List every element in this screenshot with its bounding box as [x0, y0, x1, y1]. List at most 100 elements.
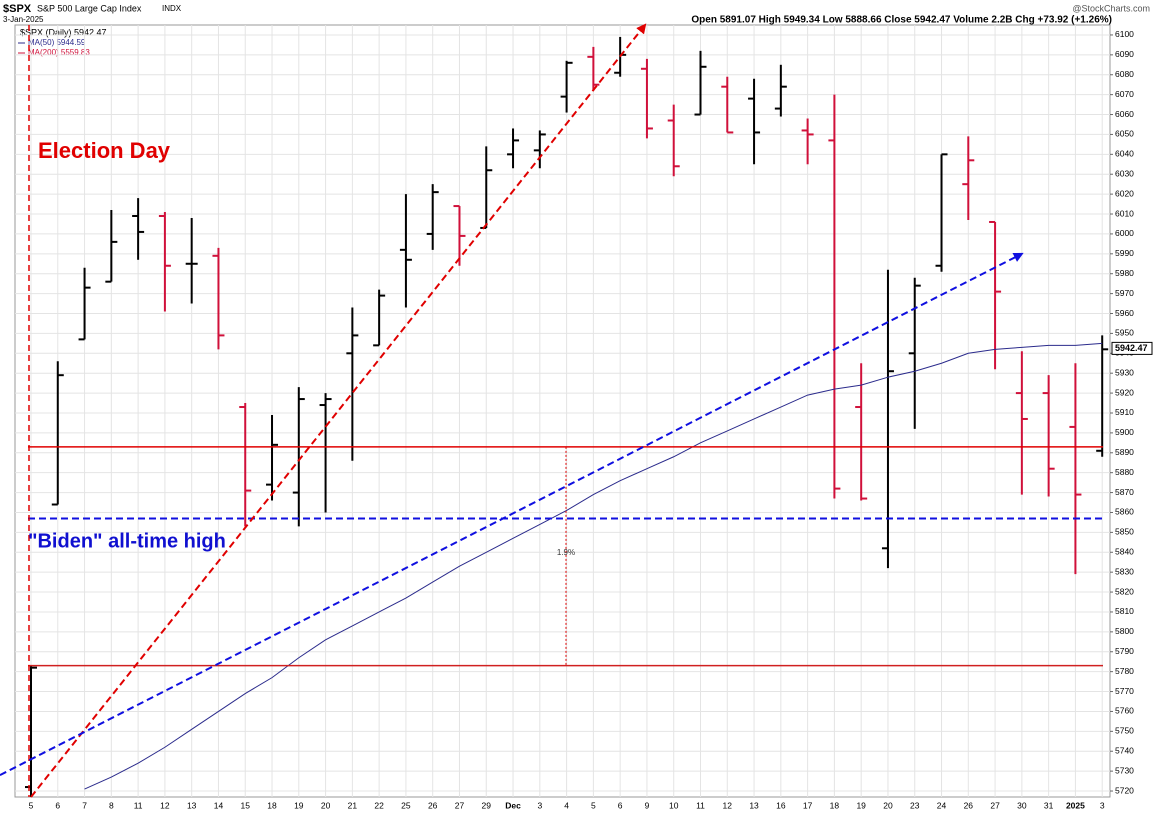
x-tick-label: Dec [505, 800, 521, 810]
y-tick-label: 6040 [1115, 149, 1134, 159]
x-tick-label: 13 [749, 800, 759, 810]
y-tick-label: 5990 [1115, 248, 1134, 258]
x-tick-label: 30 [1017, 800, 1027, 810]
x-tick-label: 5 [29, 800, 34, 810]
y-tick-label: 5780 [1115, 666, 1134, 676]
trendline [0, 252, 1024, 777]
annotation: Election Day [38, 138, 171, 163]
x-tick-label: 12 [160, 800, 170, 810]
last-price-label: 5942.47 [1115, 343, 1148, 353]
annotation: "Biden" all-time high [28, 530, 226, 552]
x-tick-label: 8 [109, 800, 114, 810]
y-tick-label: 6050 [1115, 129, 1134, 139]
y-tick-label: 5790 [1115, 646, 1134, 656]
legend-ma50: MA(50) 5944.59 [28, 38, 86, 47]
x-tick-label: 26 [964, 800, 974, 810]
x-tick-label: 27 [455, 800, 465, 810]
y-tick-label: 5720 [1115, 785, 1134, 795]
y-tick-label: 5740 [1115, 745, 1134, 755]
y-tick-label: 6020 [1115, 188, 1134, 198]
x-tick-label: 19 [294, 800, 304, 810]
x-tick-label: 7 [82, 800, 87, 810]
y-tick-label: 5900 [1115, 427, 1134, 437]
y-tick-label: 5810 [1115, 606, 1134, 616]
y-tick-label: 5920 [1115, 387, 1134, 397]
x-tick-label: 18 [267, 800, 277, 810]
x-tick-label: 16 [776, 800, 786, 810]
x-tick-label: 21 [348, 800, 358, 810]
y-tick-label: 5910 [1115, 407, 1134, 417]
x-tick-label: 14 [214, 800, 224, 810]
y-tick-label: 5970 [1115, 288, 1134, 298]
ma50-line [84, 342, 1103, 790]
x-tick-label: 17 [803, 800, 813, 810]
y-tick-label: 5800 [1115, 626, 1134, 636]
legend-ma200: MA(200) 5559.83 [28, 48, 90, 57]
plot-frame [14, 24, 1111, 798]
y-tick-label: 5890 [1115, 447, 1134, 457]
y-tick-label: 6100 [1115, 29, 1134, 39]
y-tick-label: 6090 [1115, 49, 1134, 59]
y-tick-label: 5960 [1115, 308, 1134, 318]
x-tick-label: 25 [401, 800, 411, 810]
y-tick-label: 5930 [1115, 367, 1134, 377]
y-tick-label: 5840 [1115, 547, 1134, 557]
y-tick-label: 5980 [1115, 268, 1134, 278]
y-tick-label: 5950 [1115, 328, 1134, 338]
x-tick-label: 9 [645, 800, 650, 810]
x-tick-label: 11 [696, 800, 705, 810]
x-tick-label: 19 [856, 800, 866, 810]
y-tick-label: 5750 [1115, 726, 1134, 736]
x-tick-label: 29 [482, 800, 492, 810]
x-tick-label: 4 [564, 800, 569, 810]
x-tick-label: 12 [723, 800, 733, 810]
x-tick-label: 22 [374, 800, 384, 810]
y-tick-label: 6070 [1115, 89, 1134, 99]
date: 3-Jan-2025 [3, 15, 44, 24]
symbol: $SPX [3, 3, 32, 15]
x-tick-label: 5 [591, 800, 596, 810]
y-tick-label: 6030 [1115, 168, 1134, 178]
legend-price: $SPX (Daily) 5942.47 [20, 27, 107, 37]
x-tick-label: 20 [321, 800, 331, 810]
x-tick-label: 20 [883, 800, 893, 810]
x-tick-label: 6 [618, 800, 623, 810]
x-tick-label: 15 [241, 800, 251, 810]
y-tick-label: 5870 [1115, 487, 1134, 497]
annotation: 1.9% [557, 548, 575, 557]
x-tick-label: 13 [187, 800, 197, 810]
y-tick-label: 5880 [1115, 467, 1134, 477]
x-tick-label: 18 [830, 800, 840, 810]
x-tick-label: 26 [428, 800, 438, 810]
x-tick-label: 23 [910, 800, 920, 810]
y-tick-label: 5850 [1115, 527, 1134, 537]
last-price-box [1111, 341, 1153, 355]
y-tick-label: 6010 [1115, 208, 1134, 218]
subtitle: S&P 500 Large Cap Index [37, 3, 142, 13]
y-tick-label: 5730 [1115, 765, 1134, 775]
x-tick-label: 11 [134, 800, 143, 810]
exchange: INDX [162, 4, 182, 13]
y-tick-label: 5860 [1115, 507, 1134, 517]
credit: @StockCharts.com [1072, 3, 1150, 13]
annotations: Election Day "Biden" all-time high 1.9% 594… [0, 23, 1153, 798]
y-tick-label: 6060 [1115, 109, 1134, 119]
y-tick-label: 5760 [1115, 706, 1134, 716]
y-tick-label: 5820 [1115, 586, 1134, 596]
x-tick-label: 27 [990, 800, 1000, 810]
y-tick-label: 5770 [1115, 686, 1134, 696]
x-tick-label: 31 [1044, 800, 1054, 810]
x-tick-label: 3 [1100, 800, 1105, 810]
x-tick-label: 6 [55, 800, 60, 810]
y-tick-label: 5830 [1115, 566, 1134, 576]
x-tick-label: 10 [669, 800, 679, 810]
x-tick-label: 2025 [1066, 800, 1085, 810]
quote: Open 5891.07 High 5949.34 Low 5888.66 Cl… [691, 15, 1112, 26]
x-tick-label: 3 [537, 800, 542, 810]
x-tick-label: 24 [937, 800, 947, 810]
y-tick-label: 6080 [1115, 69, 1134, 79]
grid: 5720573057405750576057705780579058005810… [15, 25, 1134, 810]
y-tick-label: 6000 [1115, 228, 1134, 238]
